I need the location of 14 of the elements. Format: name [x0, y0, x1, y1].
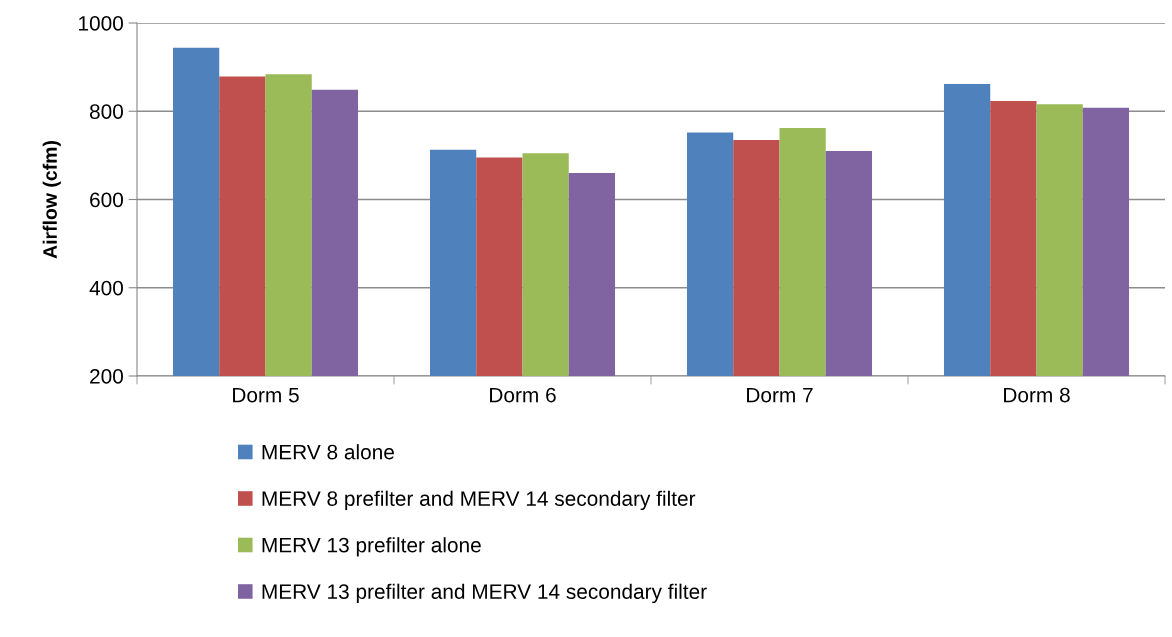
y-tick-label: 200 [90, 369, 123, 384]
x-tick-label: Dorm 5 [233, 387, 299, 403]
y-tick-label: 1000 [79, 16, 123, 31]
x-tick-label: Dorm 6 [490, 387, 556, 403]
y-tick-label: 400 [89, 280, 123, 296]
legend-label: MERV 8 alone [262, 444, 394, 460]
y-tick-label: 600 [90, 192, 123, 208]
y-axis-title: Airflow (cfm) [42, 141, 61, 259]
legend-label: MERV 13 prefilter alone [262, 537, 481, 557]
legend-label: MERV 8 prefilter and MERV 14 secondary filter [262, 490, 696, 511]
y-tick-label: 800 [89, 104, 123, 119]
legend-label: MERV 13 prefilter and MERV 14 secondary filter [262, 583, 707, 604]
x-tick-label: Dorm 7 [747, 387, 813, 403]
x-tick-label: Dorm 8 [1004, 387, 1070, 403]
